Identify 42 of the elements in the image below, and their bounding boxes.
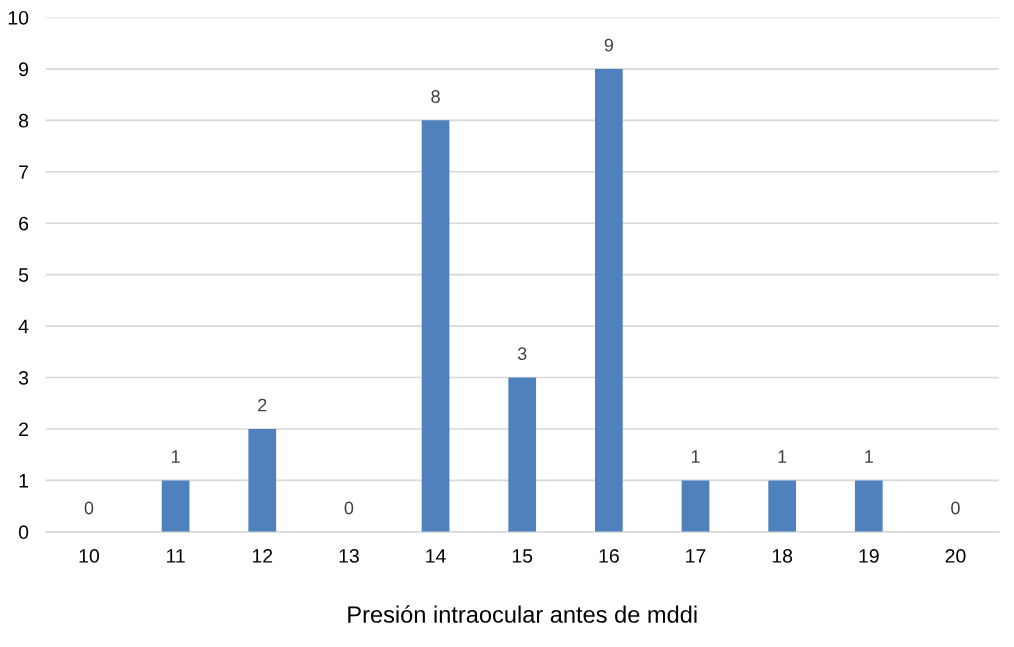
data-label: 0	[84, 501, 94, 515]
x-tick-label: 10	[79, 549, 100, 563]
data-label: 0	[344, 501, 354, 515]
x-tick-label: 12	[252, 549, 273, 563]
bar	[595, 68, 623, 532]
bar	[854, 480, 883, 532]
y-tick-label: 10	[8, 10, 29, 25]
data-label: 8	[431, 90, 440, 103]
x-tick-label: 16	[599, 549, 619, 563]
x-tick-label: 14	[426, 549, 446, 563]
y-tick-label: 3	[18, 370, 29, 385]
bar	[248, 428, 277, 532]
x-tick-label: 13	[339, 549, 359, 563]
y-tick-label: 6	[19, 216, 29, 231]
x-tick-label: 18	[772, 549, 793, 563]
data-label: 3	[517, 347, 527, 361]
x-tick-label: 11	[166, 549, 185, 563]
data-label: 1	[171, 450, 180, 463]
bar	[508, 377, 537, 532]
y-tick-label: 5	[18, 268, 29, 282]
bar	[421, 120, 450, 532]
x-tick-label: 19	[859, 549, 879, 563]
y-tick-label: 8	[19, 113, 29, 128]
x-tick-label: 17	[686, 549, 706, 563]
bar	[681, 480, 710, 532]
data-label: 1	[865, 450, 873, 463]
y-tick-label: 1	[19, 474, 29, 488]
bar	[768, 480, 797, 532]
x-axis-title: Presión intraocular antes de mddi	[348, 605, 697, 623]
bar	[161, 480, 190, 532]
data-label: 9	[604, 38, 614, 52]
y-tick-label: 4	[18, 319, 29, 334]
data-label: 2	[258, 398, 267, 412]
y-tick-label: 7	[19, 165, 28, 179]
data-label: 1	[691, 450, 700, 463]
x-tick-label: 15	[512, 549, 533, 563]
data-label: 0	[951, 501, 960, 515]
x-tick-label: 20	[945, 549, 966, 563]
y-tick-label: 9	[19, 62, 29, 77]
y-tick-label: 0	[18, 525, 29, 540]
data-label: 1	[778, 450, 787, 463]
y-tick-label: 2	[19, 422, 28, 437]
